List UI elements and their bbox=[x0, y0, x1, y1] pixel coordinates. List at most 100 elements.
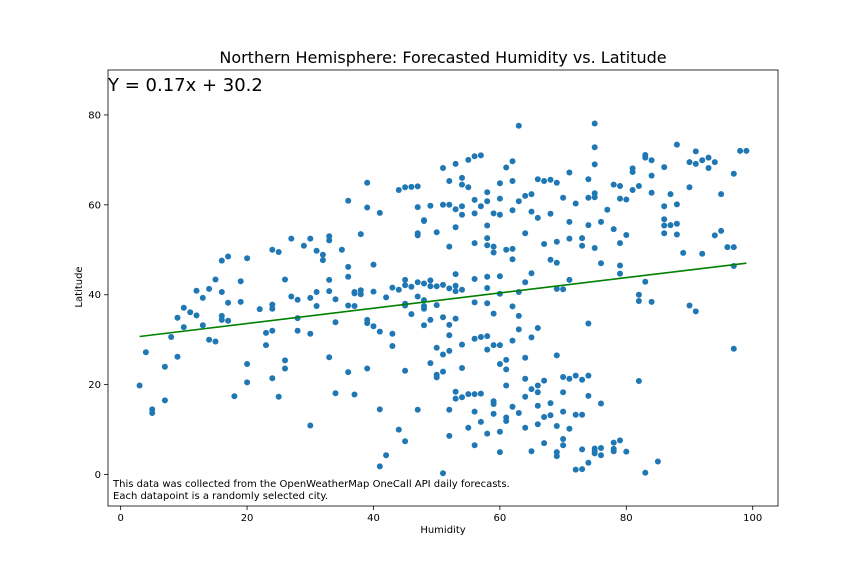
data-point bbox=[528, 334, 535, 341]
data-point bbox=[452, 315, 459, 322]
data-point bbox=[376, 209, 383, 216]
data-point bbox=[528, 191, 535, 198]
data-point bbox=[218, 289, 225, 295]
data-point bbox=[269, 375, 276, 382]
data-point bbox=[212, 338, 219, 345]
data-point bbox=[673, 201, 680, 208]
data-point bbox=[446, 347, 453, 354]
data-point bbox=[136, 382, 143, 389]
data-point bbox=[680, 249, 687, 256]
data-point bbox=[648, 157, 655, 164]
data-point bbox=[541, 241, 548, 247]
data-point bbox=[282, 357, 288, 364]
data-point bbox=[661, 164, 668, 171]
data-point bbox=[402, 282, 409, 289]
data-point bbox=[345, 263, 352, 270]
data-point bbox=[522, 424, 529, 431]
data-point bbox=[522, 375, 529, 382]
data-point bbox=[345, 197, 352, 204]
data-point bbox=[484, 242, 491, 249]
data-point bbox=[496, 342, 503, 349]
data-point bbox=[585, 459, 592, 466]
data-point bbox=[452, 288, 459, 295]
data-point bbox=[635, 298, 642, 304]
data-point bbox=[610, 226, 617, 233]
data-point bbox=[705, 165, 712, 171]
data-point bbox=[256, 306, 263, 313]
data-point bbox=[484, 235, 491, 242]
x-tick-label: 0 bbox=[117, 513, 123, 524]
data-point bbox=[357, 231, 364, 238]
data-point bbox=[617, 262, 623, 269]
data-point bbox=[332, 390, 339, 397]
data-point bbox=[598, 452, 604, 459]
data-point bbox=[376, 406, 383, 413]
data-point bbox=[332, 319, 339, 326]
plot-frame bbox=[107, 69, 779, 507]
data-point bbox=[326, 237, 333, 244]
data-point bbox=[635, 291, 642, 298]
data-point bbox=[351, 290, 358, 297]
data-point bbox=[376, 328, 383, 335]
data-point bbox=[218, 312, 225, 319]
data-point bbox=[440, 314, 446, 321]
data-point bbox=[509, 178, 516, 184]
data-point bbox=[503, 382, 510, 389]
data-point bbox=[534, 325, 541, 331]
data-point bbox=[446, 406, 453, 413]
data-point bbox=[471, 408, 478, 415]
data-point bbox=[421, 280, 427, 287]
data-point bbox=[528, 386, 535, 393]
y-tick-label: 0 bbox=[95, 470, 101, 481]
data-point bbox=[161, 363, 168, 370]
data-point bbox=[433, 374, 440, 381]
data-point bbox=[269, 327, 276, 334]
data-point bbox=[459, 365, 465, 371]
data-point bbox=[604, 206, 611, 213]
data-point bbox=[724, 244, 731, 251]
data-point bbox=[515, 326, 522, 333]
data-point bbox=[661, 216, 668, 223]
data-point bbox=[465, 184, 472, 191]
data-point bbox=[446, 178, 453, 184]
data-point bbox=[471, 153, 478, 160]
data-point bbox=[402, 438, 409, 445]
data-point bbox=[503, 418, 510, 424]
data-point bbox=[225, 317, 232, 324]
y-tick-label: 40 bbox=[88, 290, 101, 301]
data-point bbox=[471, 210, 478, 217]
data-point bbox=[490, 310, 497, 317]
data-point bbox=[560, 436, 567, 442]
data-point bbox=[730, 170, 737, 177]
data-point bbox=[541, 377, 548, 384]
data-point bbox=[452, 206, 459, 213]
data-point bbox=[553, 423, 560, 429]
data-point bbox=[579, 242, 586, 249]
data-point bbox=[692, 308, 699, 315]
data-point bbox=[357, 291, 364, 298]
data-point bbox=[522, 354, 529, 361]
data-point bbox=[471, 391, 478, 398]
data-point bbox=[414, 232, 421, 239]
data-point bbox=[490, 243, 497, 250]
data-point bbox=[275, 249, 282, 255]
data-point bbox=[629, 187, 636, 193]
data-point bbox=[673, 220, 680, 227]
data-point bbox=[730, 345, 737, 352]
data-point bbox=[383, 452, 390, 459]
data-point bbox=[541, 440, 548, 447]
points-layer bbox=[136, 120, 750, 477]
data-point bbox=[282, 365, 288, 372]
data-point bbox=[288, 235, 295, 242]
data-point bbox=[433, 229, 440, 236]
data-point bbox=[370, 288, 377, 295]
data-point bbox=[610, 181, 617, 188]
data-point bbox=[345, 302, 352, 309]
data-point bbox=[484, 285, 491, 291]
data-point bbox=[515, 122, 522, 129]
data-point bbox=[364, 316, 371, 323]
data-point bbox=[496, 361, 503, 367]
data-point bbox=[560, 374, 567, 380]
data-point bbox=[446, 332, 453, 339]
data-point bbox=[440, 201, 446, 208]
